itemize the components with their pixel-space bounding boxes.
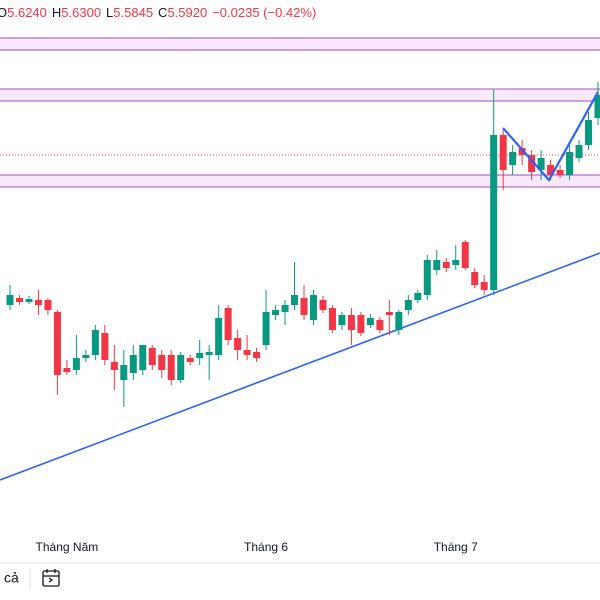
toolbar-text[interactable]: cả: [4, 570, 19, 586]
candle-body: [480, 282, 488, 290]
candle-body: [442, 262, 450, 268]
candle-body: [34, 300, 42, 305]
x-tick-label: Tháng Năm: [36, 540, 99, 554]
candle-body: [215, 318, 223, 355]
candle-body: [338, 315, 346, 325]
candle-body: [44, 300, 52, 310]
candle-body: [205, 352, 213, 355]
candle-body: [300, 298, 308, 315]
zone: [0, 88, 600, 102]
candle-body: [281, 305, 289, 312]
zone: [0, 37, 600, 51]
candle-body: [72, 358, 80, 370]
candle-body: [309, 295, 317, 320]
candle-body: [177, 355, 185, 380]
candle-body: [433, 260, 441, 270]
candle-body: [158, 355, 166, 370]
candle-body: [262, 312, 270, 345]
candle-body: [319, 300, 327, 310]
candle-body: [566, 152, 574, 175]
candle-body: [471, 272, 479, 285]
candle-body: [518, 148, 526, 155]
candle-body: [25, 299, 33, 302]
header-label: L: [106, 5, 113, 20]
candle-body: [272, 310, 280, 315]
candle-body: [167, 355, 175, 380]
candle-body: [461, 242, 469, 268]
candle-body: [357, 315, 365, 333]
header-label: O: [0, 5, 7, 20]
candle-body: [82, 355, 90, 358]
candle-body: [101, 333, 109, 360]
candle-body: [224, 308, 232, 340]
candle-body: [139, 345, 147, 370]
x-axis: Tháng Năm Tháng 6 Tháng 7: [36, 540, 479, 554]
candle-body: [110, 362, 118, 370]
candle-body: [575, 145, 583, 158]
header-change: −0.0235 (−0.42%): [212, 5, 316, 20]
candle-body: [585, 120, 593, 145]
candle-body: [556, 170, 564, 175]
candle-body: [594, 95, 600, 118]
candle-body: [291, 295, 299, 305]
candle-body: [129, 355, 137, 373]
candle-body: [385, 312, 393, 315]
x-tick-label: Tháng 7: [434, 540, 478, 554]
header-label: H: [52, 5, 61, 20]
candle-body: [15, 298, 23, 302]
candle-body: [347, 315, 355, 330]
candle-body: [253, 352, 261, 358]
candle-body: [6, 295, 14, 305]
header-value: 5.5845: [113, 5, 153, 20]
candle-body: [452, 260, 460, 265]
candles: [6, 82, 600, 407]
calendar-icon[interactable]: [42, 569, 60, 587]
candle-body: [499, 135, 507, 170]
pattern-line: [502, 91, 599, 182]
candle-body: [328, 308, 336, 330]
header-value: 5.6300: [61, 5, 101, 20]
candle-body: [366, 318, 374, 325]
candle-body: [196, 353, 204, 358]
candle-body: [423, 260, 431, 295]
x-tick-label: Tháng 6: [244, 540, 288, 554]
candle-body: [414, 293, 422, 300]
header-value: 5.6240: [7, 5, 47, 20]
candle-body: [120, 365, 128, 380]
candle-body: [148, 348, 156, 365]
candle-body: [243, 350, 251, 355]
candle-body: [547, 165, 555, 175]
header-label: C: [158, 5, 167, 20]
zone: [0, 174, 600, 188]
candle-body: [53, 312, 61, 375]
trend-line: [0, 252, 600, 481]
candle-body: [376, 320, 384, 330]
header: O5.6240 H5.6300 L5.5845 C5.5920 −0.0235 (−0.…: [0, 5, 316, 20]
candle-body: [63, 368, 71, 372]
drawings: [0, 37, 600, 481]
candle-body: [404, 300, 412, 310]
header-value: 5.5920: [167, 5, 207, 20]
candle-body: [490, 135, 498, 290]
candle-body: [395, 312, 403, 330]
candle-body: [234, 338, 242, 350]
candle-body: [509, 152, 517, 165]
candle-body: [186, 358, 194, 362]
candle-body: [537, 158, 545, 170]
candle-body: [91, 330, 99, 355]
header-bg: [0, 0, 330, 28]
candle-body: [528, 155, 536, 172]
